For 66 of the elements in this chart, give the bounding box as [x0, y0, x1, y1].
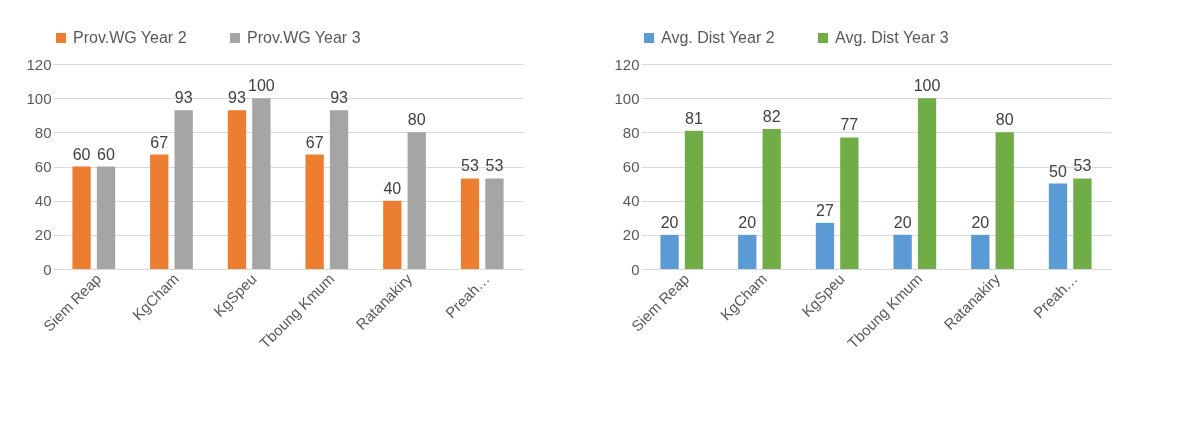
y-tick-label: 60	[622, 158, 640, 175]
data-label: 100	[913, 77, 941, 95]
y-tick-label: 120	[614, 55, 640, 73]
data-label: 53	[461, 157, 480, 175]
data-label: 80	[407, 111, 426, 129]
bar	[72, 166, 91, 269]
bar	[227, 110, 247, 269]
bar	[660, 234, 679, 269]
data-label: 53	[1073, 157, 1092, 175]
data-label: 20	[971, 213, 990, 231]
y-tick-label: 80	[622, 123, 640, 141]
bar	[893, 234, 912, 269]
y-tick-label: 40	[34, 192, 52, 210]
data-label: 80	[995, 111, 1014, 129]
data-label: 20	[893, 213, 912, 231]
data-label: 53	[485, 157, 504, 175]
bar	[971, 234, 990, 269]
y-tick-label: 100	[614, 89, 640, 107]
bar	[840, 137, 859, 269]
data-label: 20	[738, 213, 757, 231]
bar	[917, 98, 937, 269]
bar	[96, 166, 116, 269]
data-label: 93	[330, 89, 349, 107]
legend-label: Avg. Dist Year 2	[661, 29, 775, 46]
y-tick-label: 60	[34, 158, 52, 175]
data-label: 77	[840, 116, 859, 134]
bar	[815, 222, 835, 269]
bar	[995, 132, 1014, 269]
y-tick-label: 100	[26, 89, 52, 107]
y-tick-label: 120	[26, 55, 52, 73]
bar	[485, 178, 504, 269]
bar	[762, 128, 781, 269]
y-tick-label: 0	[631, 260, 640, 278]
bar	[305, 154, 324, 269]
bar	[252, 98, 271, 269]
y-tick-label: 80	[34, 123, 52, 141]
bar	[460, 178, 480, 269]
bar	[684, 130, 704, 269]
data-label: 20	[660, 213, 679, 231]
data-label: 50	[1049, 162, 1068, 180]
y-tick-label: 20	[622, 226, 640, 244]
y-tick-label: 20	[34, 226, 52, 244]
bar	[383, 200, 402, 269]
data-label: 60	[72, 145, 91, 163]
bar	[738, 234, 757, 269]
data-label: 27	[816, 201, 834, 219]
data-label: 100	[248, 77, 275, 95]
data-label: 93	[174, 89, 193, 107]
data-label: 67	[305, 133, 324, 151]
data-label: 81	[685, 109, 703, 127]
legend-label: Prov.WG Year 3	[247, 29, 361, 46]
bar	[329, 110, 349, 269]
bar	[150, 154, 169, 269]
data-label: 82	[762, 107, 781, 125]
bar	[407, 132, 426, 269]
bar	[174, 110, 193, 269]
y-tick-label: 40	[622, 192, 640, 210]
y-tick-label: 0	[43, 260, 52, 278]
legend-label: Avg. Dist Year 3	[835, 29, 949, 46]
data-label: 67	[150, 133, 169, 151]
legend-label: Prov.WG Year 2	[73, 29, 187, 46]
data-label: 93	[228, 89, 246, 107]
bar	[1073, 178, 1092, 269]
data-label: 40	[383, 179, 402, 197]
bar	[1048, 183, 1068, 269]
data-label: 60	[97, 145, 115, 163]
